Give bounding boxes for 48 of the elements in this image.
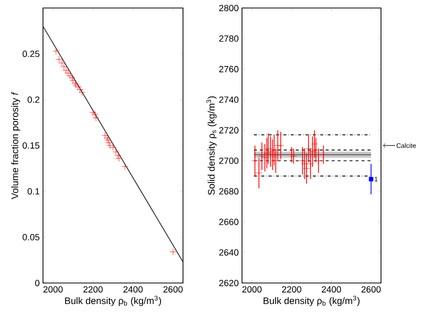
x-tick-label: 2000 xyxy=(242,286,262,293)
y-tick-label: 0.15 xyxy=(22,142,40,149)
y-tick-label: 2740 xyxy=(219,96,238,103)
y-tick-label: 0 xyxy=(35,280,40,286)
point xyxy=(106,142,114,149)
y-axis-title: Solid density ρ$_{s}$ (kg/m$^{3}$) xyxy=(206,96,217,195)
x-tick-label: 2200 xyxy=(83,286,103,293)
x-tick-label: 2400 xyxy=(123,286,143,293)
y-tick-label: 2700 xyxy=(219,158,238,164)
point xyxy=(56,56,62,63)
point xyxy=(170,248,176,256)
point xyxy=(122,163,128,170)
y-tick-label: 0.2 xyxy=(28,96,40,103)
y-tick-label: 0.25 xyxy=(22,50,40,58)
y-tick-label: 2660 xyxy=(219,218,238,226)
point xyxy=(116,154,122,162)
point xyxy=(58,60,66,66)
x-axis-title: Bulk density ρ$_{b}$ (kg/m$^{3}$) xyxy=(65,296,162,306)
point xyxy=(255,170,262,176)
x-tick-label: 2000 xyxy=(43,286,63,293)
point xyxy=(311,140,318,148)
point xyxy=(52,48,60,54)
x-axis-title: Bulk density ρ$_{b}$ (kg/m$^{3}$) xyxy=(264,296,360,306)
point xyxy=(92,110,98,118)
y-tick-label: 2680 xyxy=(219,188,238,195)
y-tick-label: 0.1 xyxy=(28,188,40,195)
y-tick-label: 2780 xyxy=(219,35,238,42)
y-tick-label: 2640 xyxy=(219,249,238,256)
x-tick-label: 2600 xyxy=(163,286,183,293)
y-tick-label: 2620 xyxy=(219,280,238,286)
y-tick-label: 2720 xyxy=(219,127,238,134)
y-axis-title: Volume fraction porosity f xyxy=(11,92,20,200)
x-tick-label: 2200 xyxy=(282,286,302,293)
x-tick-label: 2400 xyxy=(322,286,342,293)
point xyxy=(320,151,327,158)
y-tick-label: 2800 xyxy=(219,4,238,12)
y-tick-label: 2760 xyxy=(219,66,238,72)
point xyxy=(78,88,86,96)
point xyxy=(114,152,122,159)
y-tick-label: 0.05 xyxy=(22,234,40,240)
point xyxy=(309,148,316,156)
point xyxy=(60,63,68,70)
point xyxy=(62,66,70,74)
point xyxy=(263,150,270,157)
x-tick-label: 2600 xyxy=(362,286,381,293)
point xyxy=(368,176,374,182)
point xyxy=(252,157,258,164)
point xyxy=(269,151,276,158)
